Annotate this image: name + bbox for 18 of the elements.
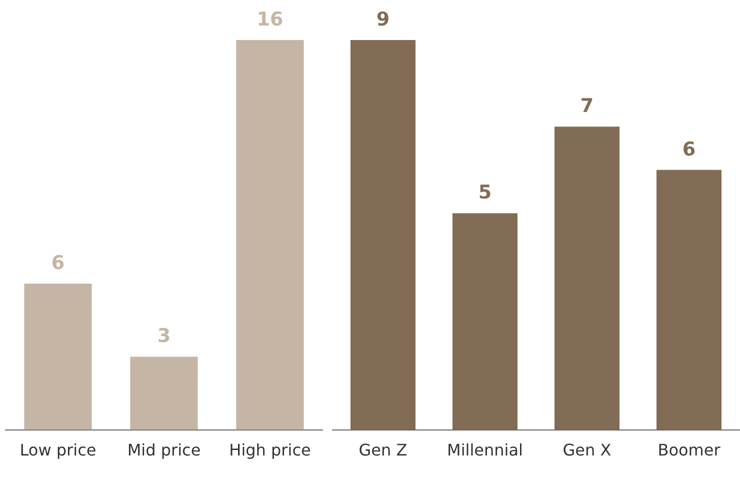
x-tick-label: Millennial bbox=[447, 440, 523, 460]
bar bbox=[350, 40, 416, 430]
data-label: 16 bbox=[256, 8, 284, 30]
x-tick-label: Low price bbox=[20, 440, 96, 460]
bar bbox=[554, 126, 620, 430]
x-tick-label: Gen Z bbox=[358, 440, 408, 460]
x-tick-label: Boomer bbox=[658, 440, 721, 460]
data-label: 7 bbox=[580, 95, 594, 118]
bar bbox=[656, 170, 722, 430]
data-label: 6 bbox=[682, 138, 696, 160]
x-tick-label: Mid price bbox=[127, 440, 201, 460]
bar bbox=[452, 213, 518, 430]
data-label: 9 bbox=[376, 8, 390, 30]
data-label: 3 bbox=[157, 325, 171, 348]
x-tick-label: High price bbox=[229, 440, 311, 460]
data-label: 5 bbox=[478, 182, 492, 204]
data-label: 6 bbox=[51, 252, 65, 274]
x-tick-label: Gen X bbox=[562, 440, 612, 460]
